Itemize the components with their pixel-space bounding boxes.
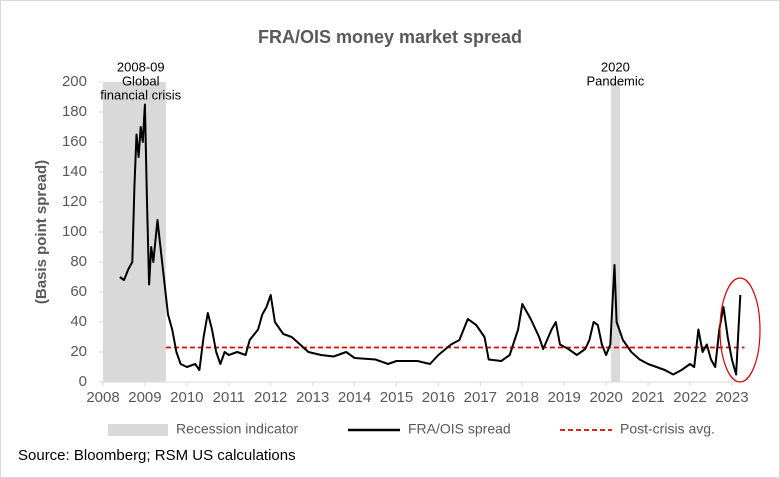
recession-band [611,82,620,382]
annotation: 2008-09 [117,59,165,74]
y-tick-label: 120 [62,193,87,210]
x-tick-label: 2019 [548,389,581,406]
source-note: Source: Bloomberg; RSM US calculations [18,447,296,464]
x-tick-label: 2012 [254,389,287,406]
x-tick-label: 2022 [673,389,706,406]
spread-line [119,103,742,376]
y-tick-label: 60 [70,283,87,300]
x-tick-label: 2013 [296,389,329,406]
annotation: Pandemic [586,73,644,88]
x-tick-label: 2014 [338,389,371,406]
y-tick-label: 0 [79,373,87,390]
x-tick-label: 2017 [464,389,497,406]
annotation: 2020 [601,59,630,74]
x-tick-label: 2021 [631,389,664,406]
y-tick-label: 40 [70,313,87,330]
y-tick-label: 100 [62,223,87,240]
x-tick-label: 2020 [589,389,622,406]
y-tick-label: 200 [62,73,87,90]
legend-label: Post-crisis avg. [620,421,715,437]
x-tick-label: 2009 [128,389,161,406]
legend-swatch [108,424,168,436]
annotation: financial crisis [100,87,181,102]
y-tick-label: 140 [62,163,87,180]
x-tick-label: 2023 [715,389,748,406]
x-tick-label: 2016 [422,389,455,406]
y-tick-label: 180 [62,103,87,120]
x-tick-label: 2011 [213,389,245,406]
y-tick-label: 160 [62,133,87,150]
highlight-circle [719,277,761,383]
legend-label: FRA/OIS spread [408,421,511,437]
x-tick-label: 2018 [506,389,539,406]
y-tick-label: 80 [70,253,87,270]
legend-label: Recession indicator [176,421,299,437]
x-tick-label: 2010 [170,389,203,406]
x-tick-label: 2015 [380,389,413,406]
y-tick-label: 20 [70,343,87,360]
x-tick-label: 2008 [86,389,119,406]
chart-title: FRA/OIS money market spread [258,27,522,47]
annotation: Global [122,73,160,88]
y-axis-label: (Basis point spread) [33,160,50,304]
